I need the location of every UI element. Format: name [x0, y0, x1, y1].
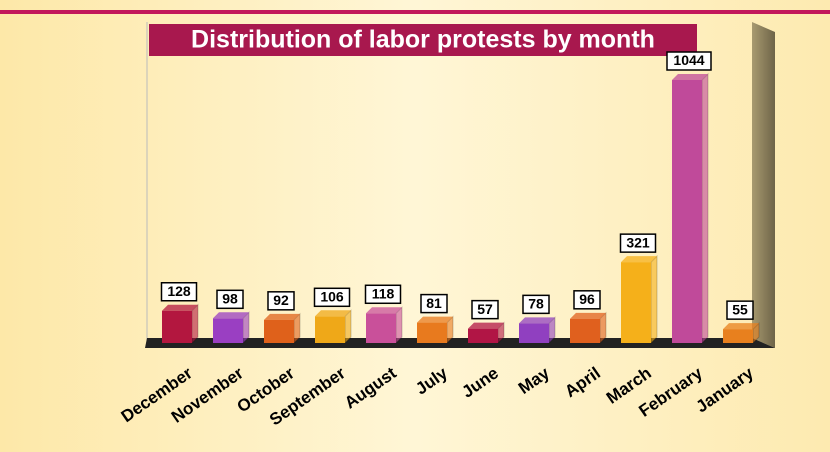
value-label-box	[522, 294, 550, 315]
value-label: 106	[320, 289, 344, 305]
value-label: 96	[579, 291, 595, 307]
bar-top	[417, 316, 453, 323]
bar-top	[213, 312, 249, 319]
bar-side	[191, 303, 199, 345]
value-label-box	[420, 293, 448, 314]
floor	[145, 338, 775, 348]
value-label-box	[471, 299, 499, 320]
bar-side	[650, 254, 658, 345]
value-label-box	[666, 51, 712, 71]
side-wall	[752, 22, 775, 348]
bar-top	[468, 322, 504, 329]
value-label-box	[216, 289, 244, 310]
bar-top	[264, 313, 300, 320]
bar	[162, 310, 192, 343]
bar-side	[701, 72, 709, 345]
bar	[570, 318, 600, 343]
value-label: 321	[626, 234, 650, 250]
bar-top	[162, 304, 198, 311]
bar	[417, 322, 447, 343]
value-label: 98	[222, 291, 238, 307]
value-label: 128	[167, 283, 191, 299]
bar-side	[395, 306, 403, 345]
bar-top	[621, 256, 657, 263]
bar	[264, 319, 294, 343]
bar-top	[519, 317, 555, 324]
value-label: 55	[732, 301, 748, 317]
bar-top	[366, 307, 402, 314]
chart-title: Distribution of labor protests by month	[191, 26, 655, 54]
value-label: 118	[372, 285, 395, 301]
title-box	[149, 24, 697, 56]
bar	[672, 80, 702, 343]
value-label-box	[573, 290, 601, 310]
value-label: 57	[477, 301, 493, 317]
value-label-box	[313, 287, 351, 308]
bar-top	[315, 310, 351, 317]
bar-top	[723, 323, 759, 330]
value-label-box	[160, 282, 198, 302]
top-border	[0, 10, 830, 14]
value-label: 1044	[673, 52, 704, 68]
value-label-box	[267, 291, 295, 311]
value-label-box	[364, 284, 402, 305]
value-label: 92	[273, 292, 289, 308]
bar-top	[570, 312, 606, 319]
value-label: 78	[528, 296, 544, 312]
bar	[213, 318, 243, 343]
bar	[468, 328, 498, 343]
value-label: 81	[426, 295, 442, 311]
bar	[723, 329, 753, 343]
bar	[315, 316, 345, 343]
bar	[621, 262, 651, 343]
bar	[519, 323, 549, 343]
value-label-box	[619, 233, 657, 253]
bar-top	[672, 74, 708, 80]
bar	[366, 313, 396, 343]
value-label-box	[726, 300, 754, 320]
